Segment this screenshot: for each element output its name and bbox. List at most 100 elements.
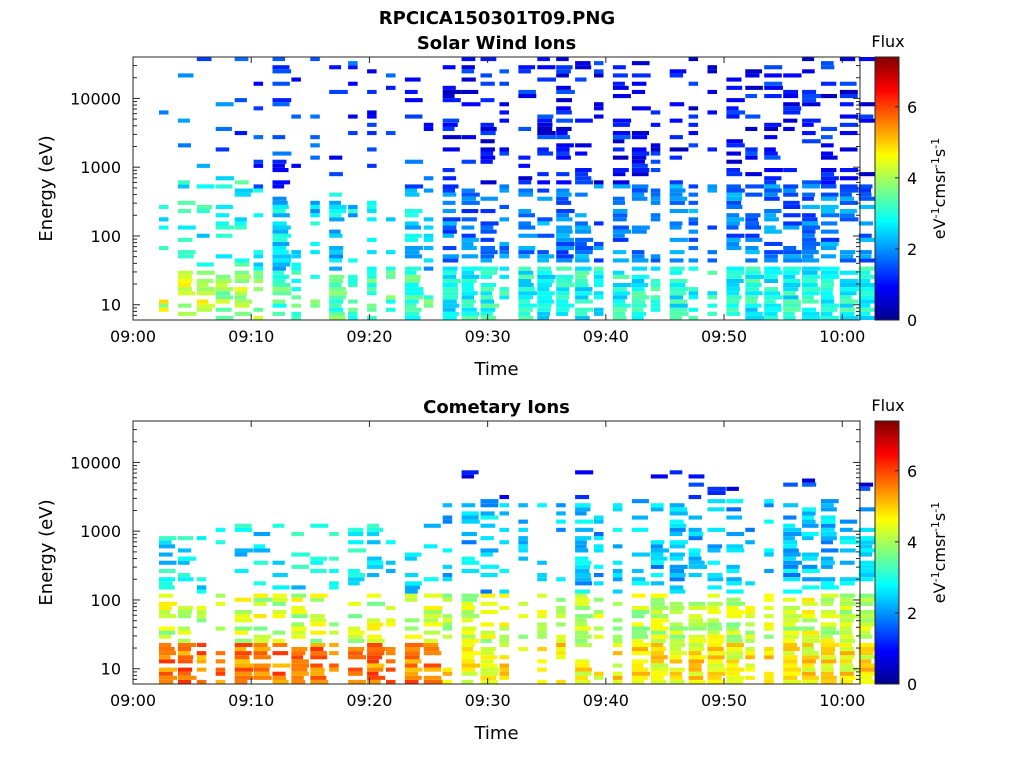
flux-cell [556,98,572,103]
flux-cell [272,523,285,528]
flux-cell [821,663,833,668]
flux-cell [839,593,856,598]
flux-cell [461,503,476,508]
flux-cell [575,540,587,545]
flux-cell [480,159,493,164]
flux-cell [821,647,835,652]
flux-cell [839,614,859,619]
flux-cell [821,540,833,545]
flux-cell [783,605,800,610]
flux-cell [594,291,604,296]
flux-cell [726,283,740,288]
flux-cell [707,184,717,189]
flux-cell [745,69,762,74]
flux-cell [499,295,509,300]
flux-cell [650,667,669,672]
flux-cell [631,196,648,201]
flux-cell [234,523,252,528]
flux-cell [802,515,814,520]
flux-cell [783,254,802,259]
flux-cell [575,642,592,647]
flux-cell [480,254,495,259]
flux-cell [461,315,478,320]
flux-cell [442,209,456,214]
flux-cell [537,283,552,288]
flux-cell [764,213,776,218]
flux-cell [802,295,814,300]
flux-cell [858,651,874,656]
flux-cell [764,311,778,316]
flux-cell [253,642,268,647]
flux-cell [858,540,878,545]
flux-cell [726,266,744,271]
flux-cell [688,106,699,111]
flux-cell [234,527,253,532]
flux-cell [291,626,307,631]
flux-cell [575,180,594,185]
flux-cell [537,266,552,271]
flux-cell [272,630,285,635]
flux-cell [442,168,455,173]
flux-cell [802,250,819,255]
flux-cell [556,126,572,131]
flux-cell [707,110,717,115]
flux-cell [442,246,457,251]
flux-cell [764,225,776,230]
flux-cell [821,675,837,680]
flux-cell [839,94,858,99]
flux-cell [821,577,836,582]
flux-cell [367,532,380,537]
flux-cell [631,634,649,639]
flux-cell [783,642,798,647]
flux-cell [159,217,169,222]
flux-cell [669,135,683,140]
flux-cell [537,65,556,70]
flux-cell [272,204,289,209]
flux-cell [196,610,207,615]
flux-cell [669,573,686,578]
flux-cell [726,278,744,283]
flux-cell [575,225,591,230]
flux-cell [556,655,566,660]
flux-cell [726,626,739,631]
flux-cell [802,519,816,524]
flux-cell [348,651,363,656]
flux-cell [575,589,590,594]
flux-cell [291,630,306,635]
flux-cell [858,303,871,308]
flux-cell [631,147,647,152]
flux-cell [404,299,419,304]
flux-cell [650,601,665,606]
flux-cell [159,577,175,582]
flux-cell [310,135,320,140]
flux-cell [631,622,644,627]
flux-cell [215,679,226,684]
flux-cell [272,184,285,189]
flux-cell [272,233,292,238]
flux-cell [764,184,780,189]
flux-cell [575,626,592,631]
flux-cell [631,135,648,140]
flux-cell [272,196,287,201]
flux-cell [745,295,758,300]
flux-cell [669,679,685,684]
flux-cell [839,655,855,660]
flux-cell [612,209,628,214]
colorbar-tick-label: 2 [907,604,917,623]
flux-cell [858,560,878,565]
flux-cell [783,184,799,189]
flux-cell [386,651,396,656]
flux-cell [272,642,288,647]
flux-cell [745,114,761,119]
flux-cell [310,200,320,205]
flux-cell [594,102,604,107]
flux-cell [575,507,591,512]
flux-cell [461,610,475,615]
flux-cell [272,241,290,246]
flux-cell [177,638,191,643]
flux-cell [669,540,688,545]
flux-cell [821,270,839,275]
flux-cell [726,507,741,512]
flux-cell [764,593,774,598]
flux-cell [783,295,799,300]
